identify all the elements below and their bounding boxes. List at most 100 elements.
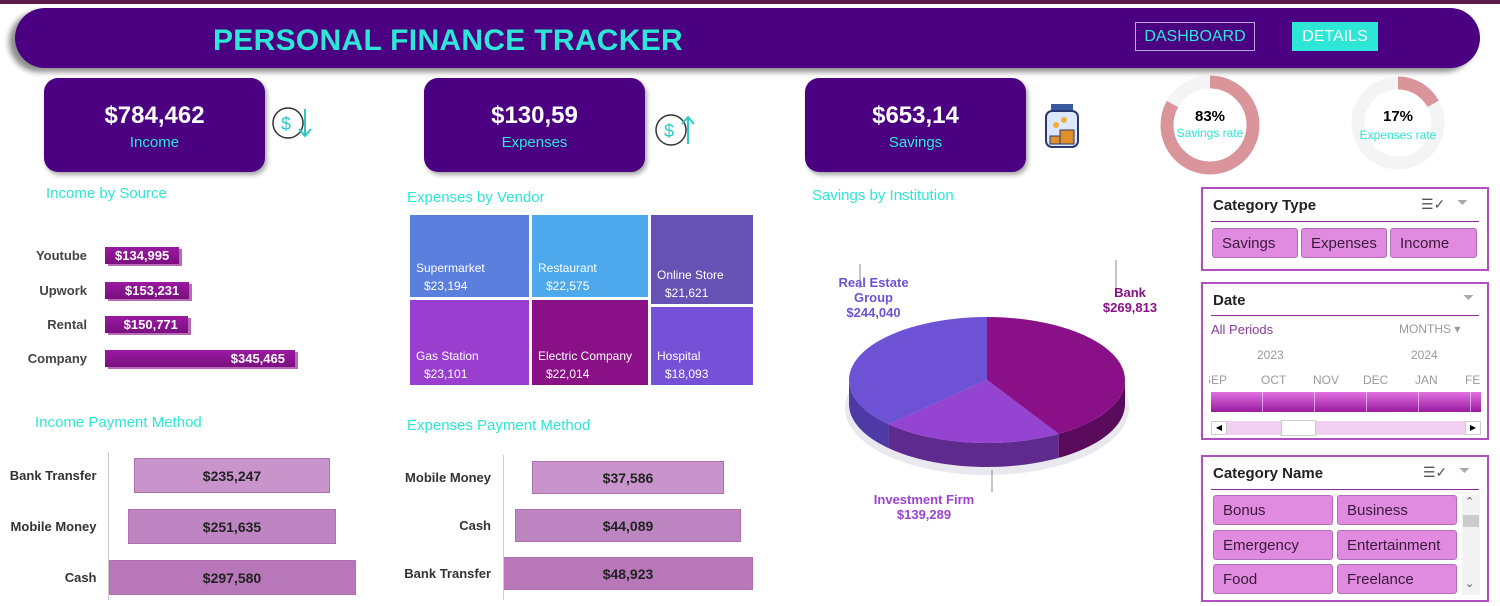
pie-label-investment-name: Investment Firm bbox=[873, 492, 975, 507]
clear-filter-icon[interactable]: ⏷ bbox=[1457, 194, 1469, 210]
funnel-label: Mobile Money bbox=[405, 469, 491, 485]
expenses-label: Expenses bbox=[501, 134, 568, 151]
savings-pie-chart bbox=[845, 260, 1129, 492]
tile-value: $21,621 bbox=[665, 286, 709, 300]
scroll-right-icon[interactable]: ▶ bbox=[1465, 421, 1481, 435]
income-bar: $153,231 bbox=[105, 282, 190, 299]
funnel-bar: $251,635 bbox=[127, 509, 337, 544]
time-unit-value: MONTHS bbox=[1399, 322, 1451, 336]
category-type-slicer: Category Type ☰✓ ⏷ Savings Expenses Inco… bbox=[1201, 187, 1489, 271]
treemap-tile: Online Store $21,621 bbox=[650, 214, 754, 305]
pie-side-0 bbox=[1058, 380, 1125, 458]
svg-text:$: $ bbox=[281, 114, 291, 134]
scroll-up-icon[interactable]: ⌃ bbox=[1465, 496, 1475, 508]
savings-value: $653,14 bbox=[872, 102, 959, 129]
scroll-left-icon[interactable]: ◀ bbox=[1211, 421, 1227, 435]
pie-side-2 bbox=[849, 380, 889, 449]
tile-name: Restaurant bbox=[538, 261, 597, 275]
funnel-bar: $48,923 bbox=[503, 557, 753, 590]
pie-label-investment-value: $139,289 bbox=[896, 507, 952, 522]
expenses-rate-donut bbox=[1351, 76, 1445, 170]
chip-freelance[interactable]: Freelance bbox=[1337, 564, 1457, 594]
savings-rate-label: Savings rate bbox=[1176, 126, 1244, 140]
tile-value: $22,014 bbox=[546, 367, 590, 381]
funnel-label: Mobile Money bbox=[10, 518, 97, 534]
chip-income[interactable]: Income bbox=[1390, 228, 1477, 258]
pie-label-real-estate-value: $244,040 bbox=[846, 305, 901, 320]
savings-label: Savings bbox=[888, 134, 943, 151]
expenses-rate-label: Expenses rate bbox=[1359, 128, 1437, 142]
tile-name: Electric Company bbox=[538, 349, 633, 363]
month-oct: OCT bbox=[1261, 373, 1287, 387]
tile-value: $18,093 bbox=[665, 367, 709, 381]
chip-emergency[interactable]: Emergency bbox=[1213, 530, 1333, 560]
income-bar: $134,995 bbox=[105, 247, 180, 264]
scroll-thumb[interactable] bbox=[1463, 515, 1479, 527]
dashboard-button[interactable]: DASHBOARD bbox=[1135, 22, 1255, 51]
svg-text:$: $ bbox=[664, 121, 674, 141]
header-bar bbox=[15, 8, 1480, 68]
divider bbox=[1211, 221, 1479, 222]
pie-slice-investment-firm[interactable] bbox=[888, 380, 1059, 443]
tile-value: $22,575 bbox=[546, 279, 590, 293]
scroll-down-icon[interactable]: ⌄ bbox=[1465, 578, 1475, 590]
funnel-label: Bank Transfer bbox=[404, 565, 491, 581]
income-funnel-axis bbox=[108, 452, 109, 600]
pie-slice-real-estate-group[interactable] bbox=[849, 317, 987, 425]
category-type-title: Category Type bbox=[1213, 197, 1317, 214]
income-payment-title: Income Payment Method bbox=[35, 414, 202, 431]
year-2023: 2023 bbox=[1257, 348, 1284, 362]
bar-label: Youtube bbox=[35, 248, 87, 263]
list-scrollbar[interactable]: ⌃ ⌄ bbox=[1462, 495, 1480, 595]
time-unit-dropdown[interactable]: MONTHS ▾ bbox=[1399, 322, 1460, 336]
funnel-label: Bank Transfer bbox=[9, 467, 97, 483]
expenses-card: $130,59 Expenses bbox=[424, 78, 645, 172]
savings-rate-arc bbox=[1160, 75, 1260, 175]
multi-select-icon[interactable]: ☰✓ bbox=[1421, 196, 1446, 212]
chip-expenses[interactable]: Expenses bbox=[1301, 228, 1387, 258]
expenses-value: $130,59 bbox=[491, 102, 578, 129]
dollar-down-icon: $ bbox=[272, 107, 312, 139]
savings-rate-donut bbox=[1160, 75, 1260, 175]
pie-label-real-estate: Real Estate Group $244,040 bbox=[826, 275, 921, 320]
all-periods-label: All Periods bbox=[1211, 322, 1274, 337]
treemap-tile: Restaurant $22,575 bbox=[531, 214, 649, 298]
chip-savings[interactable]: Savings bbox=[1212, 228, 1298, 258]
pie-label-real-estate-name: Real Estate Group bbox=[838, 275, 909, 305]
expenses-payment-title: Expenses Payment Method bbox=[407, 417, 591, 434]
year-2024: 2024 bbox=[1411, 348, 1438, 362]
savings-by-institution-title: Savings by Institution bbox=[812, 187, 954, 204]
bar-label: Rental bbox=[47, 317, 87, 332]
savings-rate-value: 83% bbox=[1194, 108, 1226, 125]
chip-entertainment[interactable]: Entertainment bbox=[1337, 530, 1457, 560]
expenses-rate-value: 17% bbox=[1382, 108, 1414, 125]
tile-name: Hospital bbox=[657, 349, 701, 363]
month-sep: SEP bbox=[1209, 373, 1228, 387]
chip-food[interactable]: Food bbox=[1213, 564, 1333, 594]
treemap-tile: Electric Company $22,014 bbox=[531, 299, 649, 386]
top-border bbox=[0, 0, 1500, 4]
timeline-scrollbar[interactable]: ◀ ▶ bbox=[1211, 420, 1481, 436]
page-title: PERSONAL FINANCE TRACKER bbox=[213, 24, 684, 57]
treemap-tile: Gas Station $23,101 bbox=[409, 299, 530, 386]
multi-select-icon[interactable]: ☰✓ bbox=[1423, 464, 1448, 480]
income-bar: $345,465 bbox=[105, 350, 295, 367]
chip-bonus[interactable]: Bonus bbox=[1213, 495, 1333, 525]
details-button[interactable]: DETAILS bbox=[1292, 22, 1378, 51]
clear-filter-icon[interactable]: ⏷ bbox=[1459, 462, 1471, 478]
clear-filter-icon[interactable]: ⏷ bbox=[1463, 289, 1475, 305]
scroll-thumb[interactable] bbox=[1281, 420, 1316, 436]
divider bbox=[1211, 315, 1479, 316]
pie-label-bank-name: Bank bbox=[1114, 285, 1146, 300]
date-title: Date bbox=[1213, 292, 1246, 309]
pie-label-bank: Bank $269,813 bbox=[1095, 285, 1165, 315]
timeline-bar[interactable] bbox=[1211, 392, 1481, 412]
expenses-by-vendor-title: Expenses by Vendor bbox=[407, 189, 545, 206]
chip-business[interactable]: Business bbox=[1337, 495, 1457, 525]
dollar-up-icon: $ bbox=[655, 114, 695, 146]
month-feb: FE bbox=[1465, 373, 1481, 387]
pie-side-1 bbox=[888, 424, 1059, 467]
treemap-tile: Hospital $18,093 bbox=[650, 306, 754, 386]
dropdown-arrow-icon: ▾ bbox=[1454, 322, 1461, 336]
pie-slice-bank[interactable] bbox=[987, 317, 1125, 434]
